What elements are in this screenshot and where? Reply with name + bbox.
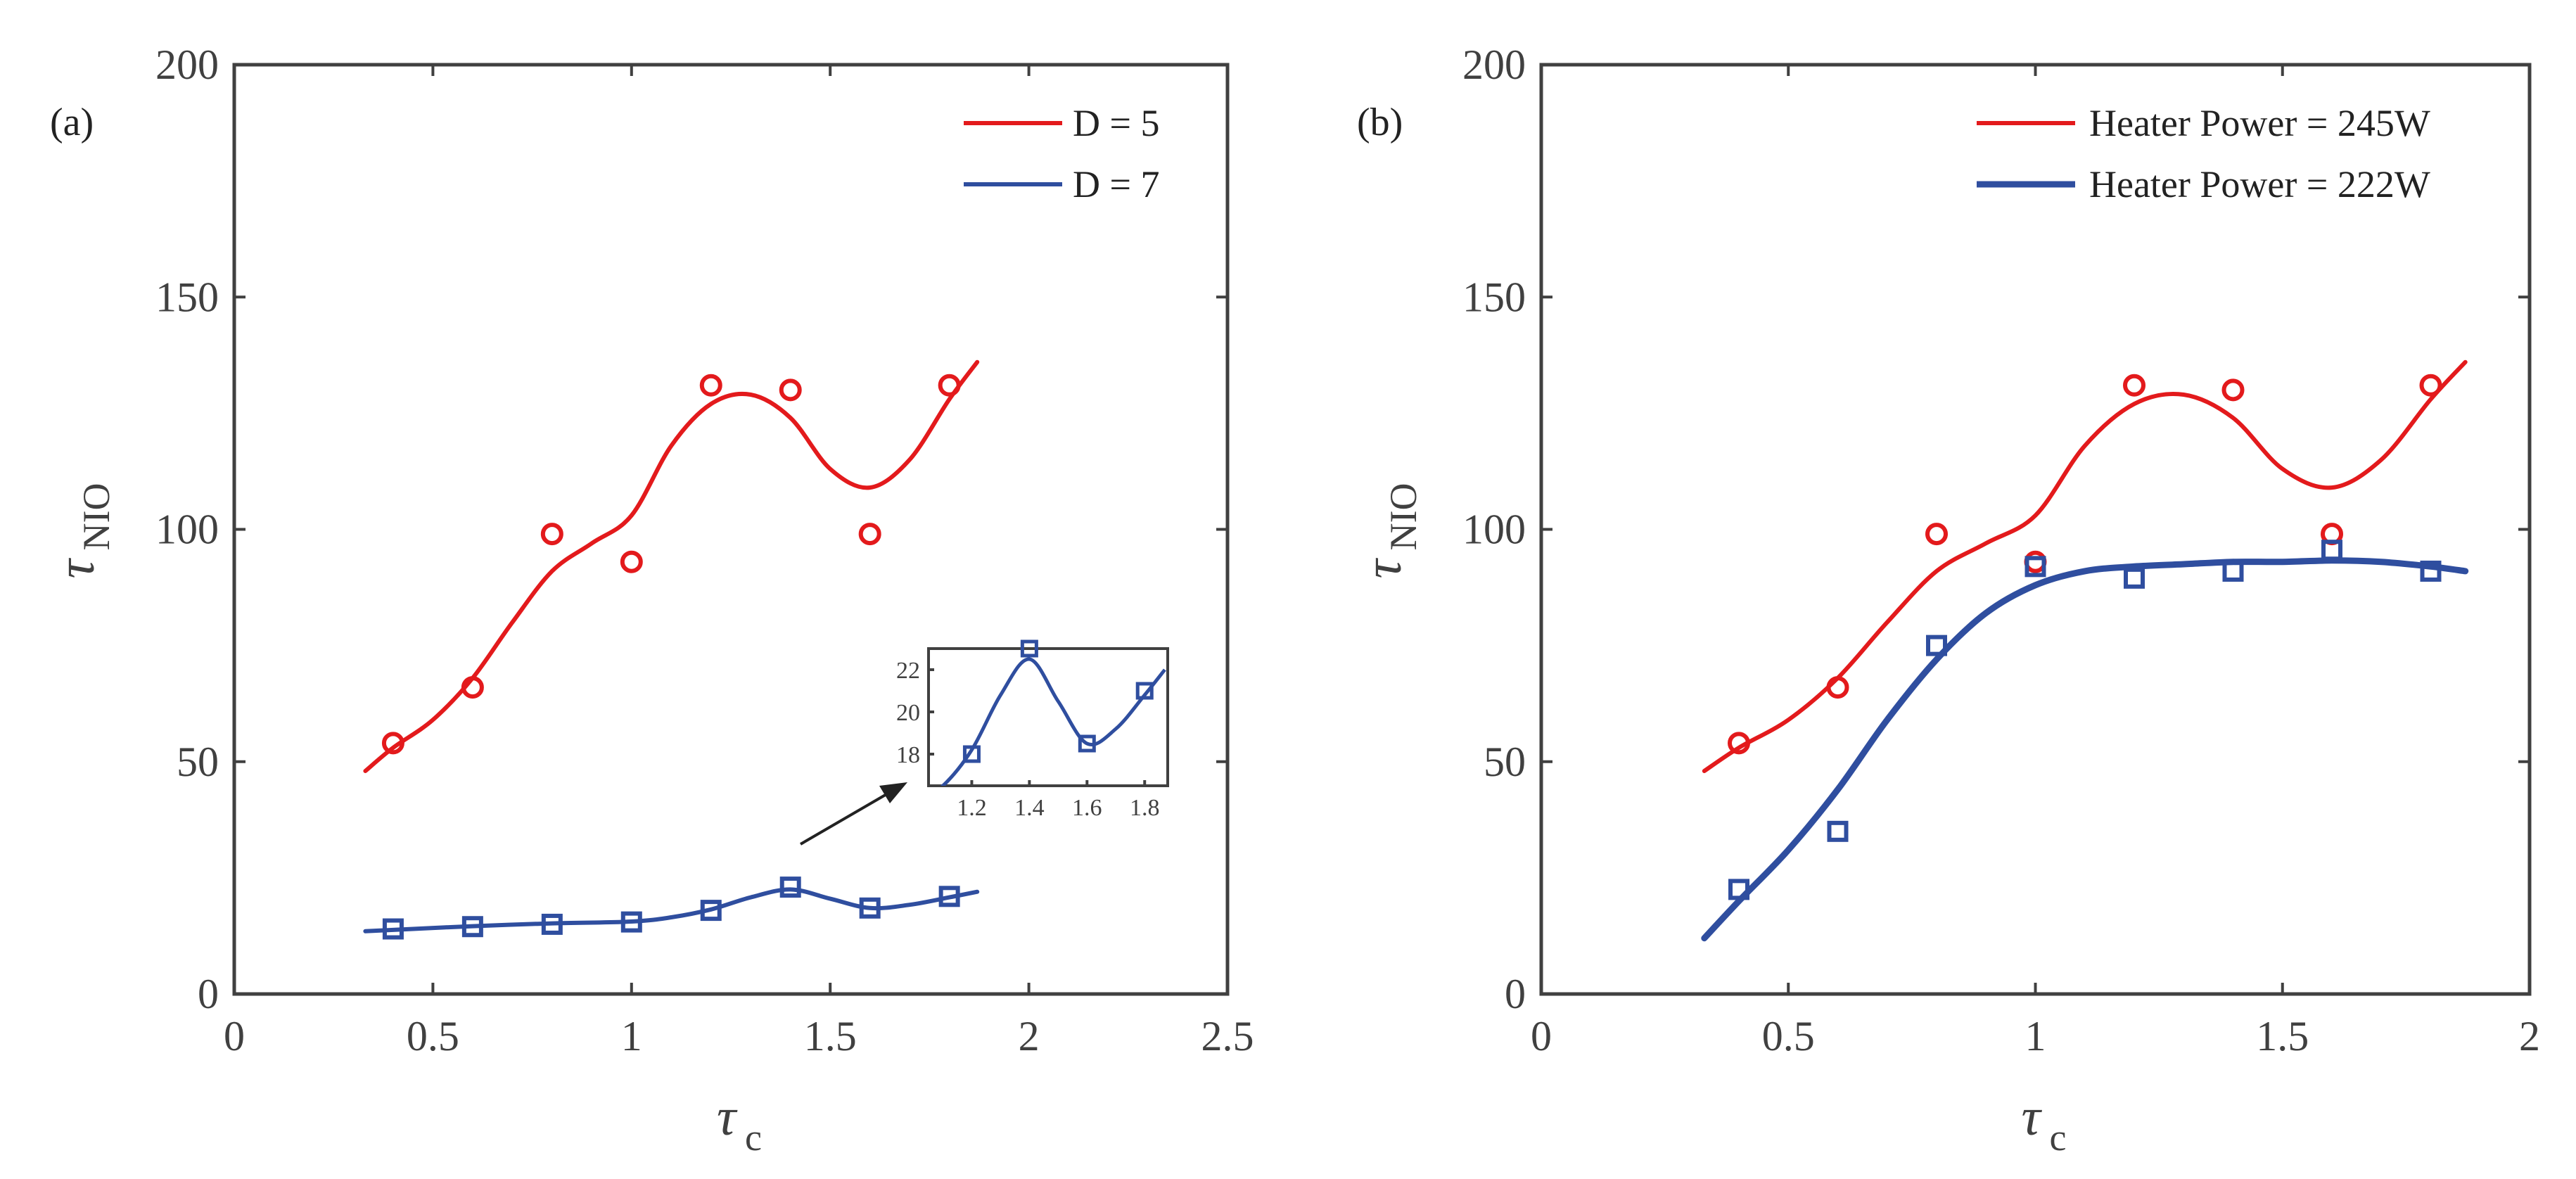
x-tick-label: 0: [1531, 1013, 1552, 1059]
panel-label: (b): [1357, 101, 1403, 144]
data-point-square: [779, 877, 801, 898]
x-tick-label: 0.5: [1762, 1013, 1815, 1059]
y-axis-label-group: τ NIO: [1353, 483, 1424, 579]
y-axis-label-subscript: NIO: [75, 483, 117, 551]
data-point-circle: [1728, 732, 1750, 755]
y-tick-label: 150: [155, 274, 219, 320]
series-1: [363, 877, 980, 940]
data-point-circle: [2123, 374, 2145, 397]
series-0: [1702, 359, 2468, 773]
legend-entry: Heater Power = 245W: [2089, 102, 2430, 144]
data-point-square: [700, 900, 722, 922]
data-point-square: [541, 913, 563, 935]
x-axis-label-subscript: c: [2050, 1116, 2067, 1159]
y-tick-label: 200: [155, 42, 219, 88]
data-point-circle: [938, 374, 961, 397]
y-tick-label: 50: [1484, 739, 1526, 785]
inset-y-tick-label: 20: [896, 700, 920, 726]
x-tick-label: 2.5: [1201, 1013, 1254, 1059]
inset-x-tick-label: 1.4: [1014, 795, 1045, 821]
data-point-circle: [699, 374, 722, 397]
y-tick-label: 0: [198, 971, 219, 1017]
data-point-circle: [1925, 523, 1948, 546]
inset-x-tick-label: 1.2: [957, 795, 987, 821]
data-point-circle: [1826, 676, 1849, 699]
series-fit-line: [363, 887, 980, 933]
inset-data-point-square: [1078, 734, 1096, 753]
x-axis-label: τ: [717, 1088, 738, 1147]
y-axis-label: τ: [1353, 558, 1413, 579]
data-point-square: [620, 911, 642, 933]
inset-x-tick-label: 1.6: [1072, 795, 1102, 821]
inset-data-point-square: [1020, 639, 1038, 658]
y-tick-label: 0: [1505, 971, 1526, 1017]
inset-data-point-square: [962, 745, 981, 763]
data-point-square: [382, 918, 404, 940]
inset-chart: 1.2 1.4 1.6 1.8 18 20 22: [799, 639, 1169, 846]
data-point-circle: [620, 550, 643, 573]
data-point-circle: [2419, 374, 2442, 397]
inset-frame: [927, 647, 1169, 787]
data-point-square: [461, 916, 483, 938]
x-tick-label: 1: [2025, 1013, 2046, 1059]
data-point-circle: [779, 378, 802, 402]
y-tick-label: 150: [1462, 274, 1526, 320]
x-tick-label: 1.5: [2256, 1013, 2309, 1059]
series-fit-line: [1701, 557, 2469, 942]
data-point-circle: [2221, 378, 2245, 402]
y-tick-label: 100: [1462, 506, 1526, 553]
inset-arrow-line: [799, 792, 889, 846]
series-fit-line: [1702, 359, 2468, 773]
legend-entry: D = 7: [1073, 163, 1159, 205]
data-point-square: [2124, 567, 2145, 589]
series-1: [1701, 540, 2469, 942]
y-tick-label: 200: [1462, 42, 1526, 88]
panel-label: (a): [50, 101, 94, 144]
x-axis-label: τ: [2022, 1088, 2043, 1147]
x-axis-label-subscript: c: [745, 1116, 762, 1159]
x-tick-label: 0.5: [407, 1013, 459, 1059]
data-point-square: [1926, 635, 1947, 656]
y-axis-label-subscript: NIO: [1382, 483, 1424, 551]
x-tick-label: 2: [2519, 1013, 2540, 1059]
series-0: [363, 359, 980, 773]
x-tick-label: 2: [1019, 1013, 1040, 1059]
data-point-square: [1827, 820, 1849, 842]
data-point-circle: [381, 732, 404, 755]
data-point-square: [2321, 540, 2342, 561]
data-point-square: [2222, 560, 2244, 582]
data-point-square: [1728, 879, 1749, 900]
x-tick-label: 0: [224, 1013, 245, 1059]
inset-data-point-square: [1135, 682, 1154, 700]
inset-arrow-head: [879, 782, 907, 803]
y-axis-label: τ: [46, 558, 106, 579]
y-tick-label: 100: [155, 506, 219, 553]
data-point-circle: [858, 523, 881, 546]
x-tick-label: 1: [621, 1013, 642, 1059]
legend-entry: D = 5: [1073, 102, 1159, 144]
series-fit-line: [363, 359, 980, 773]
data-point-square: [859, 897, 881, 919]
legend-entry: Heater Power = 222W: [2089, 163, 2430, 205]
x-tick-label: 1.5: [804, 1013, 857, 1059]
data-point-square: [2420, 560, 2442, 582]
data-point-circle: [461, 676, 484, 699]
inset-y-tick-label: 22: [896, 658, 920, 684]
data-point-square: [938, 886, 960, 907]
inset-y-tick-label: 18: [896, 742, 920, 768]
inset-x-tick-label: 1.8: [1130, 795, 1160, 821]
inset-fit-line: [940, 657, 1166, 786]
data-point-circle: [540, 523, 563, 546]
y-axis-label-group: τ NIO: [46, 483, 117, 579]
data-point-square: [2025, 556, 2046, 578]
y-tick-label: 50: [177, 739, 219, 785]
